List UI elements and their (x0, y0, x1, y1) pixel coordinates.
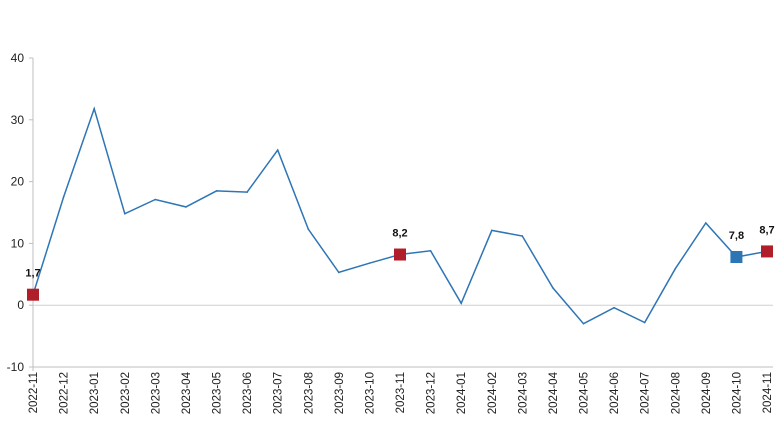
data-point (246, 191, 248, 193)
y-tick-label: 10 (11, 236, 25, 250)
x-tick-label: 2023-12 (426, 372, 438, 414)
data-label: 1,7 (25, 268, 40, 280)
highlight-marker (394, 248, 406, 261)
data-point (307, 228, 310, 230)
y-tick-label: 40 (11, 51, 25, 65)
x-tick-label: 2024-06 (609, 372, 621, 414)
data-point (368, 262, 371, 264)
x-tick-label: 2024-09 (701, 372, 713, 414)
x-tick-label: 2022-12 (59, 372, 71, 414)
x-tick-label: 2023-11 (395, 372, 407, 413)
data-point (705, 222, 707, 224)
y-tick-label: -10 (7, 360, 25, 374)
x-tick-label: 2024-10 (731, 372, 743, 414)
data-point (154, 198, 157, 201)
x-tick-label: 2023-07 (273, 372, 285, 414)
data-point (62, 196, 65, 198)
data-point (490, 229, 493, 232)
x-tick-label: 2024-07 (640, 372, 652, 414)
y-tick-label: 30 (11, 113, 25, 127)
data-label: 8,7 (759, 224, 774, 236)
x-tick-label: 2024-01 (456, 372, 468, 414)
data-point (643, 321, 646, 324)
data-point (215, 190, 218, 192)
data-point (613, 306, 615, 309)
x-tick-label: 2023-05 (212, 372, 224, 414)
x-tick-label: 2023-02 (120, 372, 132, 414)
data-point (93, 107, 95, 110)
data-point (429, 250, 432, 252)
data-point (552, 287, 554, 289)
x-tick-label: 2024-04 (548, 371, 560, 414)
x-tick-label: 2023-03 (150, 372, 162, 414)
highlight-marker (730, 250, 743, 263)
x-tick-label: 2023-10 (364, 372, 376, 414)
x-tick-label: 2023-08 (303, 372, 315, 414)
data-point (674, 267, 677, 270)
data-label: 7,8 (729, 230, 744, 242)
y-tick-label: 0 (17, 298, 24, 312)
highlight-marker (761, 245, 773, 258)
x-tick-label: 2022-11 (28, 372, 40, 413)
series-line (32, 106, 768, 325)
data-point (521, 235, 524, 237)
y-tick-label: 20 (11, 175, 25, 189)
data-point (582, 322, 585, 325)
x-tick-label: 2023-01 (89, 372, 101, 414)
x-tick-label: 2024-02 (487, 372, 499, 414)
highlight-marker (27, 288, 39, 301)
x-tick-label: 2024-08 (670, 372, 682, 414)
x-tick-label: 2023-09 (334, 372, 346, 414)
data-point (276, 149, 279, 151)
x-tick-label: 2023-04 (181, 371, 193, 414)
data-label: 8,2 (392, 228, 407, 240)
x-tick-label: 2023-06 (242, 372, 254, 414)
x-tick-label: 2024-11 (762, 372, 774, 413)
data-point (338, 271, 340, 274)
data-point (185, 206, 187, 208)
data-point (460, 302, 462, 305)
x-tick-label: 2024-05 (579, 372, 591, 414)
x-tick-label: 2024-03 (517, 372, 529, 414)
data-point (123, 212, 126, 215)
